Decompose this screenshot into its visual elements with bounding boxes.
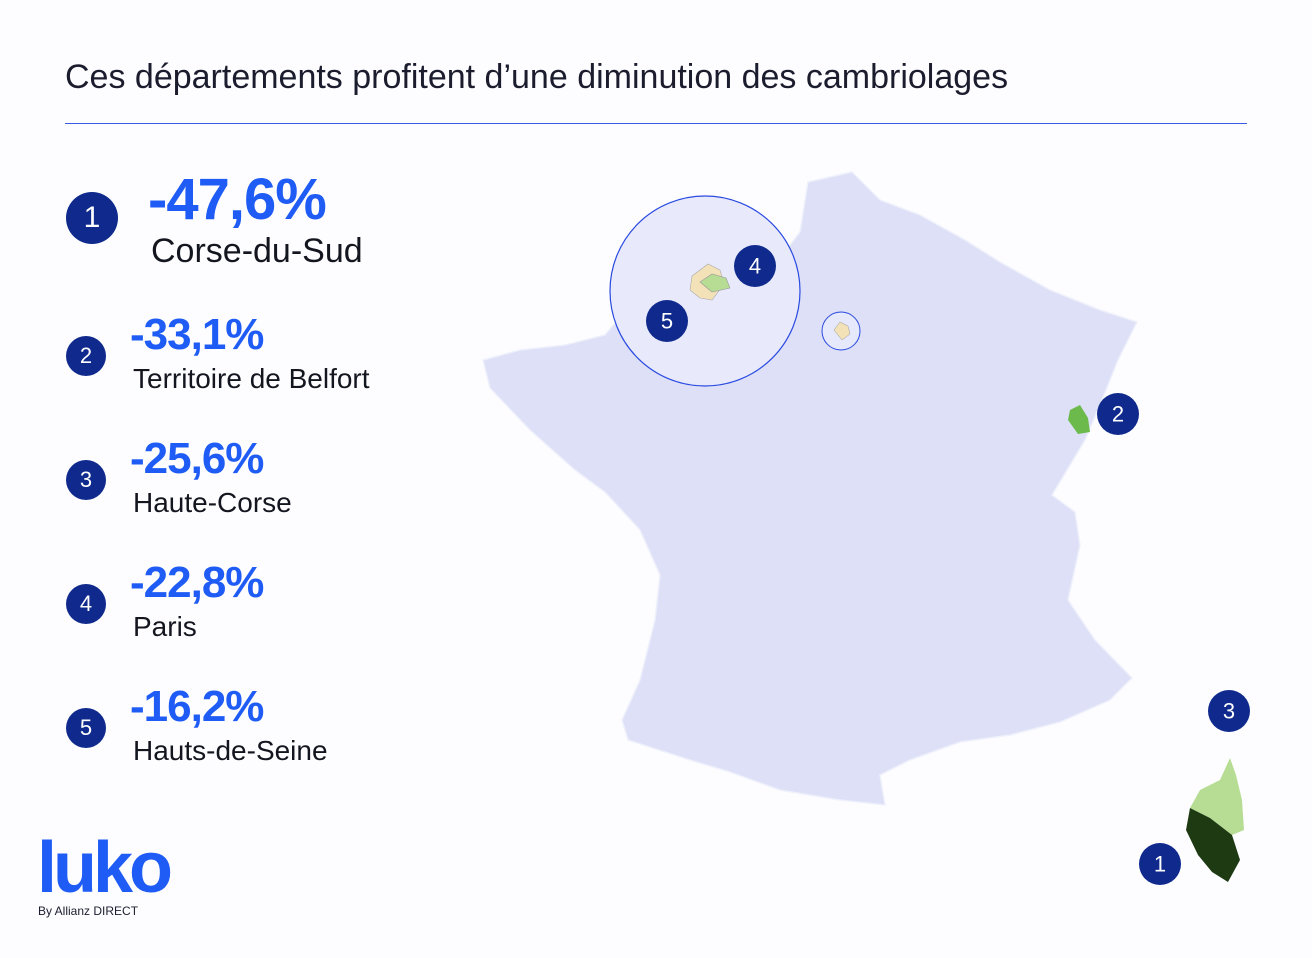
- corse-du-sud-department: [1186, 808, 1240, 882]
- department-name: Corse-du-Sud: [151, 232, 363, 270]
- svg-text:4: 4: [749, 254, 761, 279]
- divider: [65, 123, 1247, 124]
- department-name: Haute-Corse: [133, 487, 292, 518]
- percent-value: -25,6%: [130, 434, 264, 483]
- svg-text:3: 3: [1223, 699, 1235, 724]
- page-title: Ces départements profitent d’une diminut…: [65, 58, 1009, 96]
- percent-value: -33,1%: [130, 310, 264, 359]
- map-marker: 1: [1139, 843, 1181, 885]
- svg-text:5: 5: [661, 309, 673, 334]
- rank-badge: 2: [66, 336, 106, 376]
- map-marker: 2: [1097, 393, 1139, 435]
- department-name: Hauts-de-Seine: [133, 735, 328, 766]
- luko-logo: luko: [37, 828, 173, 908]
- rank-badge: 4: [66, 584, 106, 624]
- rank-badge: 5: [66, 708, 106, 748]
- rank-badge: 3: [66, 460, 106, 500]
- map-marker: 3: [1208, 690, 1250, 732]
- paris-department: [699, 273, 731, 293]
- map-marker: 4: [734, 245, 776, 287]
- percent-value: -22,8%: [130, 558, 264, 607]
- belfort-department: [1068, 405, 1090, 434]
- percent-value: -47,6%: [148, 167, 327, 232]
- percent-value: -16,2%: [130, 682, 264, 731]
- map-marker: 5: [646, 300, 688, 342]
- svg-text:2: 2: [1112, 402, 1124, 427]
- rank-badge: 1: [66, 192, 118, 244]
- department-name: Paris: [133, 611, 197, 642]
- svg-text:1: 1: [1154, 852, 1166, 877]
- department-name: Territoire de Belfort: [133, 363, 370, 394]
- logo-byline: By Allianz DIRECT: [38, 904, 139, 918]
- france-mainland: [482, 171, 1139, 806]
- paris-small: [833, 321, 851, 341]
- haute-corse-department: [1190, 758, 1244, 835]
